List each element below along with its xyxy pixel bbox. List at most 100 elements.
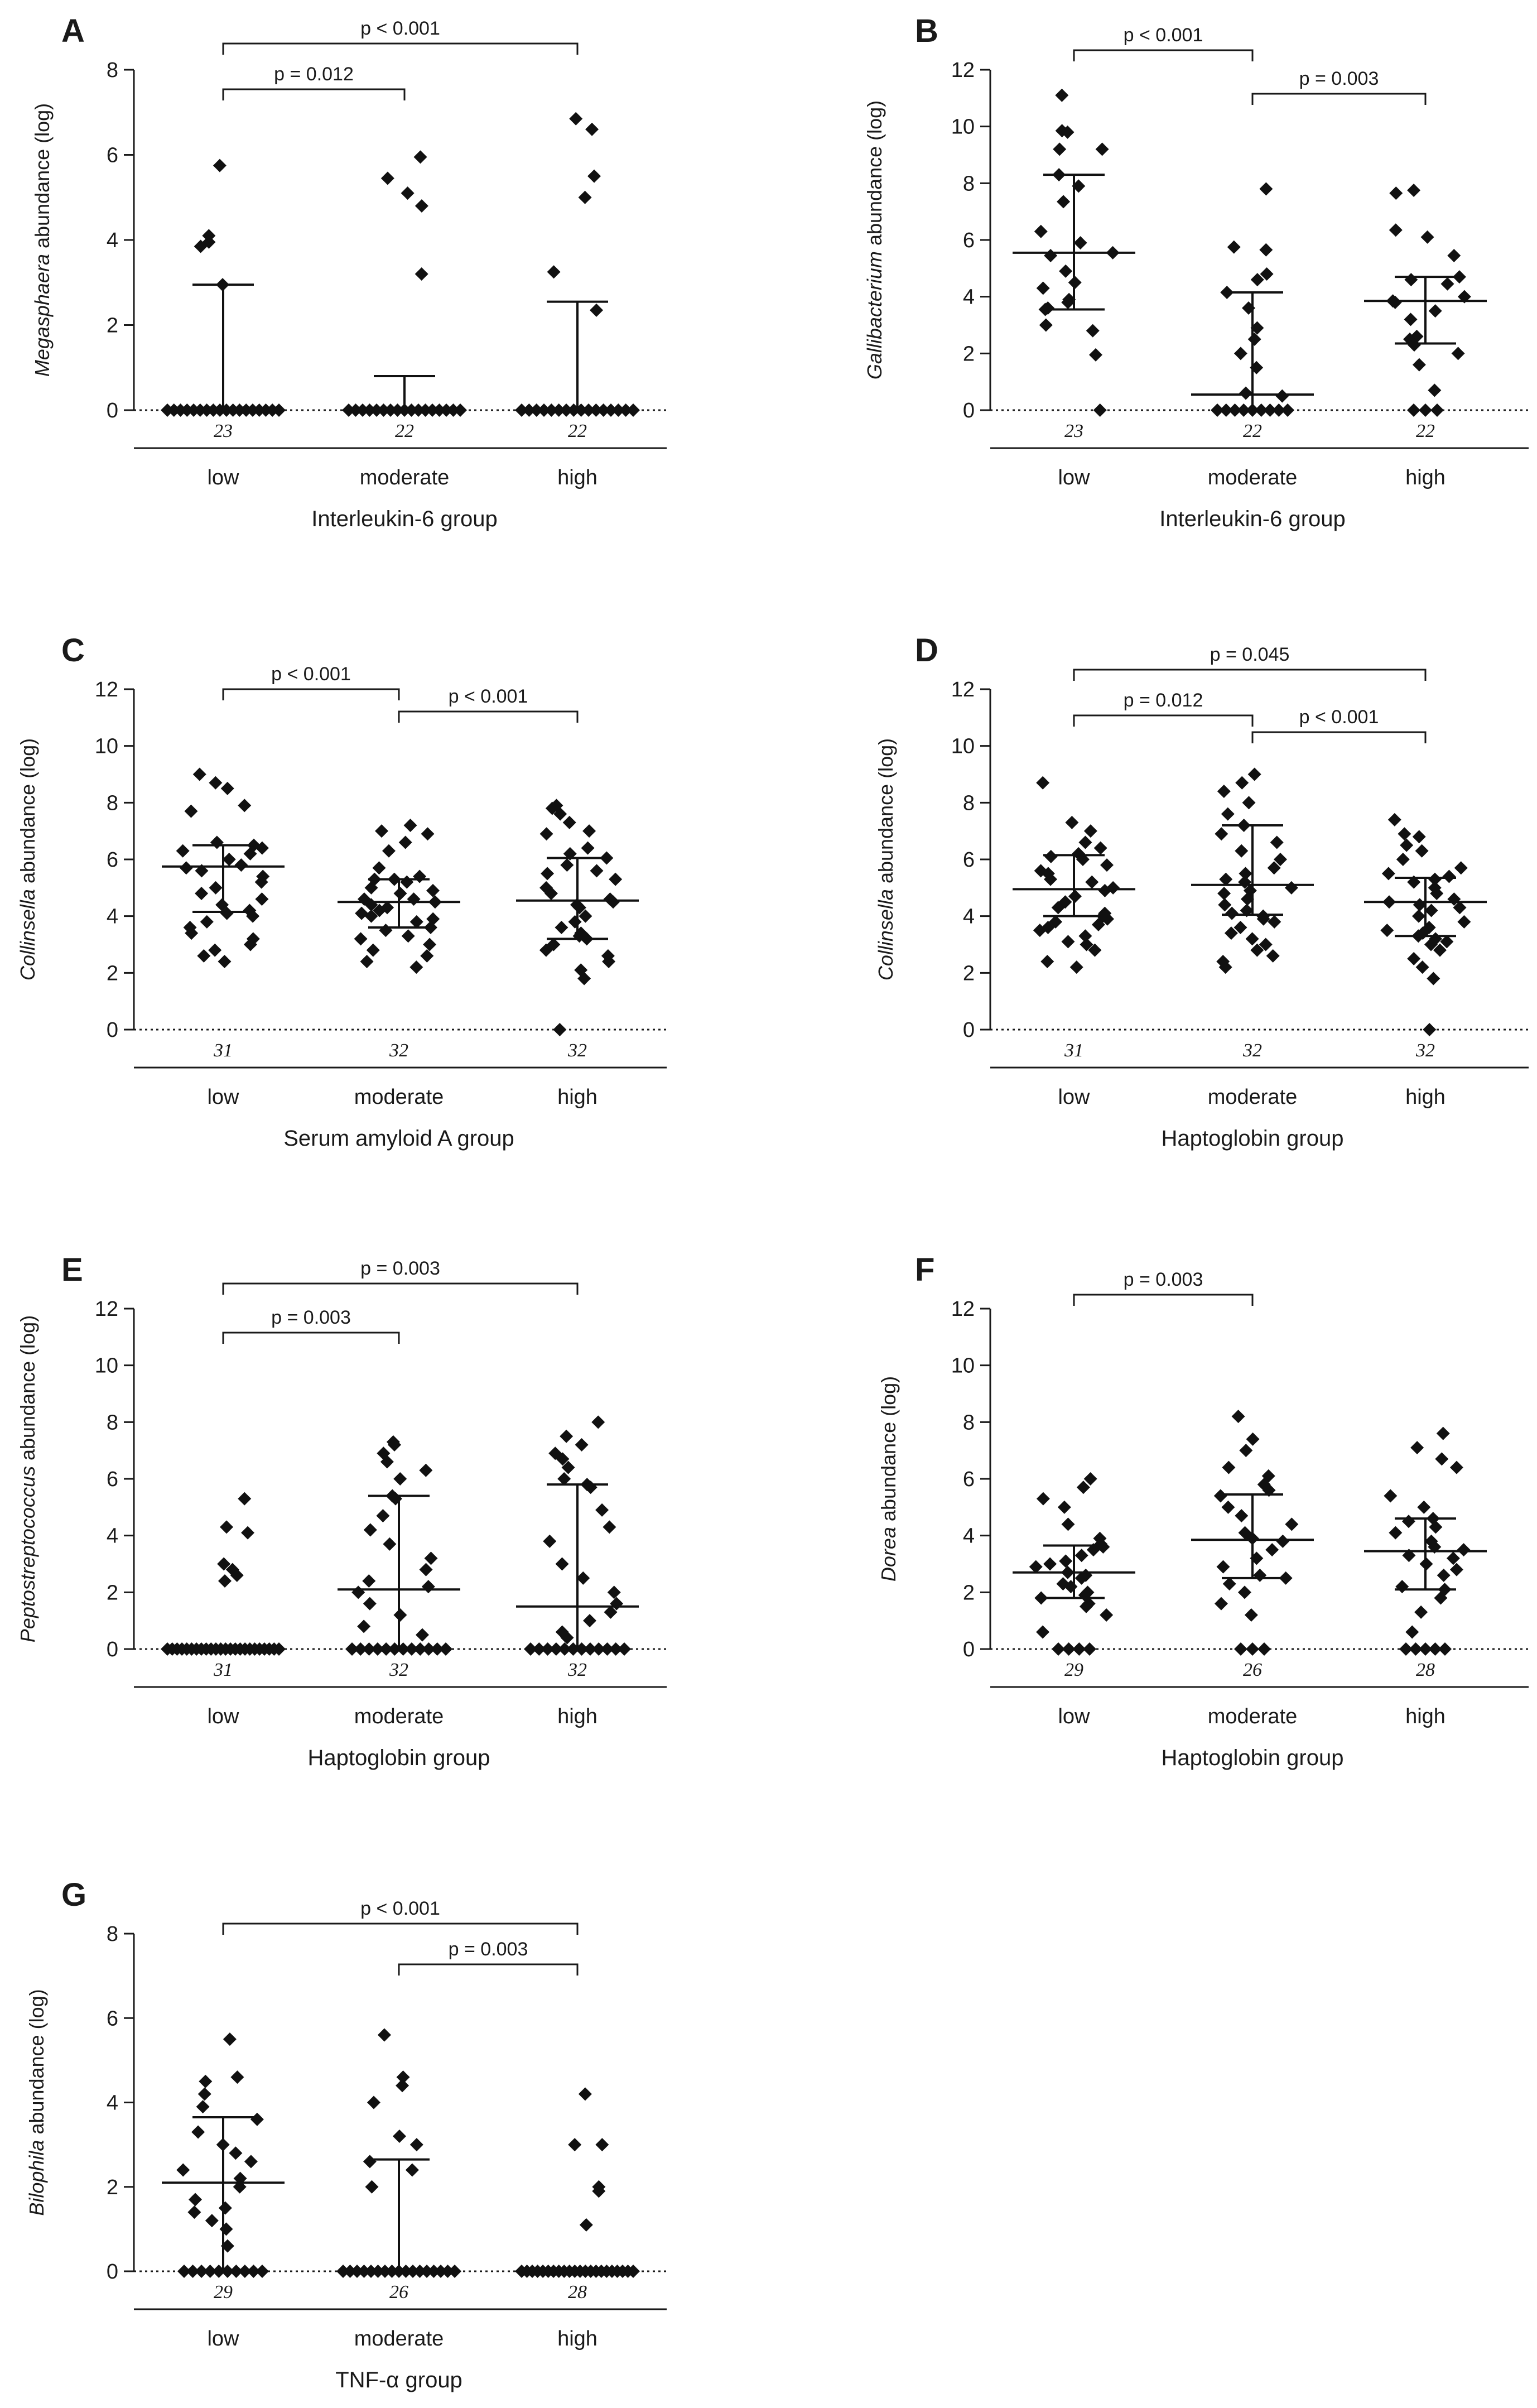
sample-size-low: 31 <box>213 1040 233 1061</box>
data-point <box>1237 403 1251 417</box>
sample-size-high: 28 <box>568 2282 587 2303</box>
data-point <box>1061 935 1075 949</box>
data-point <box>1440 277 1454 291</box>
data-point <box>409 915 423 929</box>
data-point <box>561 1460 575 1474</box>
data-point <box>578 190 592 204</box>
data-point <box>1100 1608 1114 1622</box>
sample-size-low: 29 <box>214 2282 233 2303</box>
data-point <box>1453 901 1467 915</box>
data-point <box>545 801 559 815</box>
data-point <box>1247 767 1261 781</box>
data-point <box>218 955 232 968</box>
data-point <box>1433 943 1447 957</box>
data-point <box>367 2095 380 2109</box>
data-point <box>186 2265 200 2278</box>
data-point <box>556 1452 570 1466</box>
data-point <box>426 883 440 897</box>
data-point <box>569 112 583 126</box>
data-point <box>1234 347 1247 361</box>
sample-size-moderate: 32 <box>1242 1040 1262 1061</box>
panel-letter: B <box>915 13 938 49</box>
data-point <box>185 926 199 940</box>
sample-size-low: 23 <box>214 421 233 441</box>
panel-letter: A <box>61 13 85 49</box>
significance-bracket <box>1073 669 1427 681</box>
data-point <box>360 955 374 968</box>
data-point <box>1034 1591 1048 1605</box>
x-axis-title: Haptoglobin group <box>1162 1746 1344 1770</box>
sample-size-moderate: 22 <box>395 421 414 441</box>
data-point <box>194 239 208 253</box>
data-point <box>421 827 435 841</box>
data-point <box>1250 943 1264 957</box>
data-point <box>1428 872 1442 886</box>
significance-bracket <box>222 1332 400 1344</box>
panel-letter: G <box>61 1877 86 1913</box>
sample-size-high: 32 <box>567 1660 587 1680</box>
data-point <box>238 1492 252 1506</box>
data-point <box>419 1563 433 1577</box>
sample-size-high: 32 <box>567 1040 587 1061</box>
data-point <box>420 949 434 963</box>
y-axis-title-genus: Collinsella <box>874 889 897 980</box>
data-point <box>403 819 417 832</box>
data-point <box>387 1438 401 1451</box>
data-point <box>404 1642 418 1656</box>
data-point <box>539 943 553 957</box>
data-point <box>583 1642 597 1656</box>
category-label-low: low <box>1058 1705 1090 1728</box>
category-label-high: high <box>557 466 598 489</box>
y-axis-title-genus: Peptostreptococcus <box>16 1466 39 1642</box>
data-point <box>541 867 555 881</box>
data-point <box>600 1642 614 1656</box>
p-value-label: p < 0.001 <box>449 686 528 707</box>
data-point <box>1259 182 1273 196</box>
significance-bracket <box>1073 1294 1254 1306</box>
panel-letter: D <box>915 632 938 669</box>
p-value-label: p < 0.001 <box>360 18 440 39</box>
y-tick-label: 12 <box>951 59 975 82</box>
data-point <box>219 2222 233 2236</box>
data-point <box>1415 844 1429 858</box>
p-value-label: p < 0.001 <box>1124 25 1203 46</box>
data-point <box>421 1580 435 1594</box>
significance-bracket <box>222 1282 579 1295</box>
x-axis-title: Haptoglobin group <box>308 1746 490 1770</box>
data-point <box>1410 1441 1424 1455</box>
data-point <box>1036 776 1050 790</box>
x-axis-title: TNF-α group <box>335 2368 462 2392</box>
data-point <box>1259 938 1273 951</box>
data-point <box>213 158 227 172</box>
data-point <box>1250 273 1264 287</box>
data-point <box>1446 1551 1460 1565</box>
sample-size-low: 31 <box>1064 1040 1083 1061</box>
data-point <box>549 1642 563 1656</box>
data-point <box>419 1463 433 1477</box>
panel-b: B 0 2 4 6 8 10 12 23 22 22 low moderate high Interleuk… <box>863 13 1529 531</box>
data-point <box>604 1605 618 1619</box>
data-point <box>1419 403 1432 417</box>
data-point <box>1239 867 1252 881</box>
data-point <box>379 1642 393 1656</box>
y-tick-label: 2 <box>107 962 118 985</box>
data-point <box>1057 1500 1071 1514</box>
data-point <box>1216 1560 1230 1574</box>
category-label-moderate: moderate <box>1208 466 1298 489</box>
data-point <box>424 1551 438 1565</box>
data-point <box>541 1642 555 1656</box>
significance-bracket <box>222 688 400 700</box>
sample-size-high: 22 <box>1416 421 1435 441</box>
p-value-label: p = 0.012 <box>1124 690 1203 711</box>
data-point <box>1057 195 1071 209</box>
data-point <box>572 901 586 915</box>
data-point <box>1438 1642 1452 1656</box>
significance-bracket <box>222 1922 579 1935</box>
data-point <box>592 2184 606 2198</box>
data-point <box>362 1574 376 1588</box>
data-point <box>1276 1534 1290 1548</box>
data-point <box>1388 295 1402 309</box>
data-point <box>407 892 421 906</box>
data-point <box>555 921 568 934</box>
data-point <box>200 915 214 929</box>
